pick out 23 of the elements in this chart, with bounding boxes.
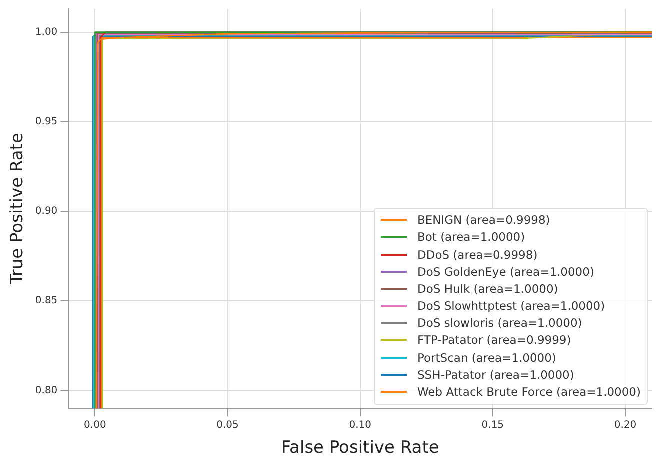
y-tick-label: 0.90 xyxy=(35,206,58,218)
legend-label: PortScan (area=1.0000) xyxy=(417,350,556,365)
x-tick-label: 0.05 xyxy=(216,420,239,432)
legend-label: BENIGN (area=0.9998) xyxy=(417,213,550,228)
y-axis-title: True Positive Rate xyxy=(8,133,28,286)
legend-label: Bot (area=1.0000) xyxy=(417,230,526,244)
x-tick-label: 0.20 xyxy=(614,420,637,432)
legend-label: DoS slowloris (area=1.0000) xyxy=(417,316,582,330)
x-tick-label: 0.15 xyxy=(482,420,504,432)
x-tick-label: 0.00 xyxy=(84,420,106,432)
y-tick-label: 0.95 xyxy=(35,116,58,128)
legend-label: SSH-Patator (area=1.0000) xyxy=(417,368,574,382)
x-tick-label: 0.10 xyxy=(349,420,372,432)
y-tick-label: 0.85 xyxy=(35,296,58,307)
y-tick-label: 1.00 xyxy=(35,26,58,38)
x-axis-title: False Positive Rate xyxy=(281,438,440,458)
legend-label: DoS Hulk (area=1.0000) xyxy=(417,282,558,296)
legend-label: FTP-Patator (area=0.9999) xyxy=(417,333,572,348)
y-tick-label: 0.80 xyxy=(35,385,58,396)
legend-label: DoS Slowhttptest (area=1.0000) xyxy=(417,299,606,314)
legend-label: DDoS (area=0.9998) xyxy=(417,248,538,262)
legend-label: DoS GoldenEye (area=1.0000) xyxy=(417,264,594,279)
legend-label: Web Attack Brute Force (area=1.0000) xyxy=(417,385,641,399)
